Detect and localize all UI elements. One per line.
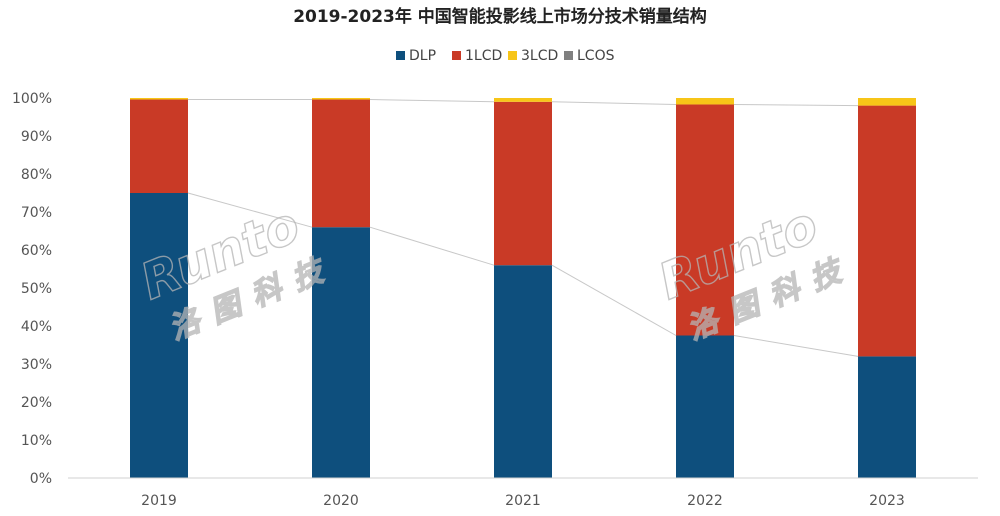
x-axis: 2019 2020 2021 2022 2023	[68, 477, 978, 509]
bar-dlp-2019	[130, 193, 188, 478]
y-tick-label: 10%	[21, 433, 52, 449]
y-tick-label: 20%	[21, 395, 52, 411]
bar-dlp-2023	[858, 356, 916, 478]
bar-3lcd-2020	[312, 98, 370, 100]
bar-dlp-2020	[312, 227, 370, 478]
chart-title: 2019-2023年 中国智能投影线上市场分技术销量结构	[293, 6, 707, 27]
bar-3lcd-2019	[130, 98, 188, 100]
bars	[130, 98, 916, 478]
legend-swatch-1lcd	[452, 51, 461, 60]
legend-label-1lcd: 1LCD	[465, 48, 502, 64]
bar-3lcd-2023	[858, 98, 916, 106]
bar-1lcd-2020	[312, 99, 370, 228]
y-tick-label: 70%	[21, 205, 52, 221]
legend-swatch-3lcd	[508, 51, 517, 60]
x-tick-label: 2020	[323, 493, 359, 509]
y-tick-label: 40%	[21, 319, 52, 335]
bar-1lcd-2023	[858, 105, 916, 357]
connector-line-1lcd	[369, 99, 495, 103]
connector-line-dlp	[733, 335, 859, 357]
legend-swatch-dlp	[396, 51, 405, 60]
legend-label-dlp: DLP	[409, 48, 436, 64]
legend-label-lcos: LCOS	[577, 48, 615, 64]
bar-3lcd-2022	[676, 98, 734, 105]
bar-3lcd-2021	[494, 98, 552, 102]
y-tick-label: 90%	[21, 129, 52, 145]
bar-dlp-2022	[676, 335, 734, 478]
connector-line-dlp	[187, 192, 313, 228]
legend-swatch-lcos	[564, 51, 573, 60]
y-tick-label: 80%	[21, 167, 52, 183]
bar-1lcd-2021	[494, 101, 552, 266]
x-tick-label: 2022	[687, 493, 723, 509]
y-tick-label: 60%	[21, 243, 52, 259]
legend: DLP 1LCD 3LCD LCOS	[396, 48, 615, 64]
bar-dlp-2021	[494, 265, 552, 478]
y-tick-label: 50%	[21, 281, 52, 297]
legend-label-3lcd: 3LCD	[521, 48, 558, 64]
x-tick-label: 2021	[505, 493, 541, 509]
connector-line-1lcd	[551, 101, 677, 105]
y-tick-label: 30%	[21, 357, 52, 373]
connector-line-1lcd	[733, 103, 859, 107]
connector-lines	[187, 99, 859, 357]
x-tick-label: 2023	[869, 493, 905, 509]
connector-line-dlp	[551, 264, 677, 336]
bar-1lcd-2019	[130, 99, 188, 193]
connector-line-dlp	[369, 226, 495, 266]
bar-1lcd-2022	[676, 104, 734, 336]
x-tick-label: 2019	[141, 493, 177, 509]
y-tick-label: 0%	[30, 471, 52, 487]
y-tick-label: 100%	[12, 91, 52, 107]
y-axis: 0% 10% 20% 30% 40% 50% 60% 70% 80% 90% 100%	[12, 91, 52, 487]
